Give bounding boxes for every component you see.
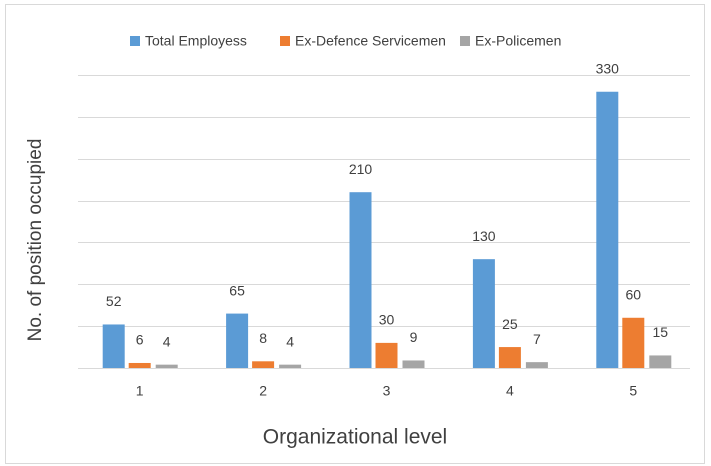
bar bbox=[226, 313, 249, 368]
data-label: 210 bbox=[349, 161, 373, 177]
legend-label: Ex-Policemen bbox=[475, 33, 561, 49]
x-tick-label: 3 bbox=[383, 383, 391, 399]
bar bbox=[498, 347, 521, 368]
data-label: 7 bbox=[533, 331, 541, 347]
data-label: 65 bbox=[229, 282, 245, 298]
data-label: 130 bbox=[472, 228, 496, 244]
data-label: 30 bbox=[379, 312, 395, 328]
bar bbox=[102, 324, 125, 368]
data-label: 4 bbox=[286, 333, 294, 349]
data-label: 60 bbox=[626, 286, 642, 302]
legend-label: Total Employess bbox=[145, 33, 247, 49]
y-axis-title: No. of position occupied bbox=[25, 139, 46, 342]
x-axis-title: Organizational level bbox=[263, 426, 447, 449]
x-tick-label: 1 bbox=[136, 383, 144, 399]
legend-swatch bbox=[460, 36, 470, 46]
legend-label: Ex-Defence Servicemen bbox=[295, 33, 446, 49]
data-label: 6 bbox=[136, 332, 144, 348]
legend-swatch bbox=[280, 36, 290, 46]
bar bbox=[375, 342, 398, 368]
bar bbox=[472, 259, 495, 368]
bar bbox=[622, 317, 645, 368]
bar bbox=[402, 360, 425, 368]
bar bbox=[649, 355, 672, 368]
bar bbox=[155, 364, 178, 368]
legend-swatch bbox=[130, 36, 140, 46]
data-label: 15 bbox=[653, 324, 669, 340]
x-tick-label: 2 bbox=[259, 383, 267, 399]
bar bbox=[279, 364, 302, 368]
data-label: 8 bbox=[259, 330, 267, 346]
data-label: 9 bbox=[410, 329, 418, 345]
data-label: 25 bbox=[502, 316, 518, 332]
bar bbox=[252, 361, 275, 368]
bar bbox=[349, 192, 372, 368]
bar bbox=[525, 362, 548, 368]
x-tick-label: 4 bbox=[506, 383, 514, 399]
x-tick-label: 5 bbox=[629, 383, 637, 399]
data-label: 52 bbox=[106, 293, 122, 309]
data-label: 4 bbox=[163, 333, 171, 349]
data-label: 330 bbox=[596, 60, 620, 76]
bar bbox=[596, 91, 619, 368]
bar bbox=[128, 362, 151, 368]
